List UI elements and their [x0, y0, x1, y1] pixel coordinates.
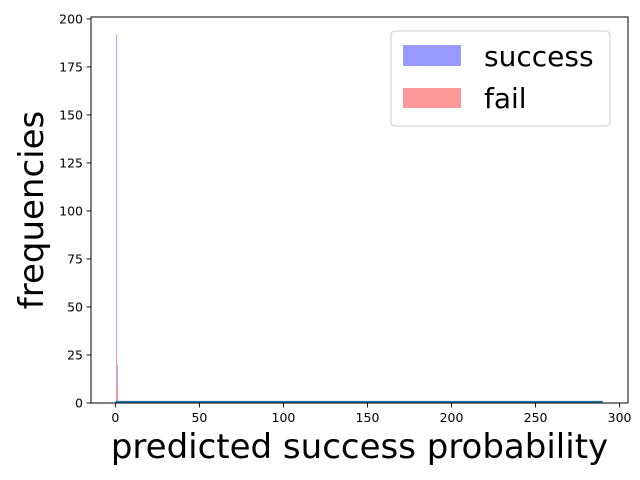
x-tick-label-0: 0: [111, 410, 119, 425]
y-tick-label-0: 0: [75, 396, 83, 411]
x-tick-label-300: 300: [608, 410, 632, 425]
x-tick-label-150: 150: [356, 410, 380, 425]
x-tick-label-50: 50: [191, 410, 207, 425]
legend-swatch-fail: [403, 88, 461, 108]
legend-label-success: success: [484, 40, 594, 73]
bar-fail-1: [117, 387, 119, 403]
y-tick-label-200: 200: [59, 11, 83, 26]
bar-fail-0: [116, 351, 118, 403]
y-tick-label-50: 50: [67, 299, 83, 314]
bars-layer: [116, 34, 119, 403]
legend-swatch-success: [403, 45, 461, 66]
x-tick-label-100: 100: [272, 410, 296, 425]
plot-frame: [90, 16, 629, 404]
y-axis-label: frequencies: [12, 111, 52, 310]
legend: success fail: [390, 30, 611, 127]
bar-success-1: [117, 364, 119, 403]
y-tick-label-100: 100: [59, 203, 83, 218]
y-tick-label-75: 75: [67, 251, 83, 266]
x-tick-label-250: 250: [524, 410, 548, 425]
y-tick-label-125: 125: [59, 155, 83, 170]
y-tick-label-25: 25: [67, 347, 83, 362]
y-tick-label-150: 150: [59, 107, 83, 122]
y-axis-ticks: 0 25 50 75 100 125 150 175 200: [59, 11, 91, 411]
x-axis-ticks: 0 50 100 150 200 250 300: [111, 403, 632, 425]
x-axis-label: predicted success probability: [111, 427, 608, 467]
bar-success-0: [116, 34, 118, 403]
y-tick-label-175: 175: [59, 59, 83, 74]
legend-label-fail: fail: [484, 82, 527, 115]
x-tick-label-200: 200: [440, 410, 464, 425]
